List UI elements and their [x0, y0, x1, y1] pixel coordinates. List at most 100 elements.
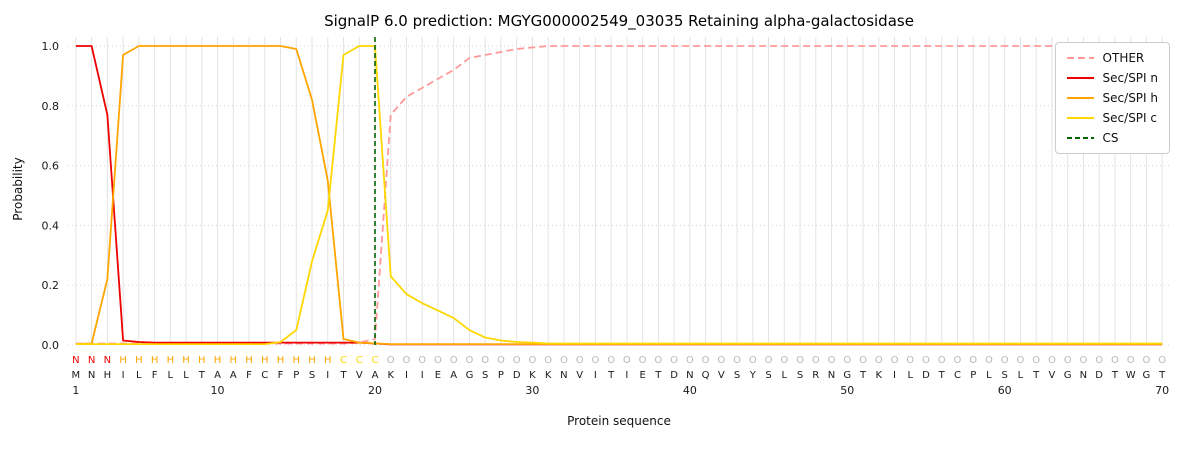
y-tick-label: 1.0 — [42, 40, 60, 53]
region-letter: O — [922, 355, 930, 366]
region-letter: O — [418, 355, 426, 366]
sequence-letter: G — [843, 370, 851, 381]
region-letter: N — [104, 355, 111, 366]
region-letter: H — [198, 355, 206, 366]
region-letter: O — [875, 355, 883, 366]
region-letter: O — [1048, 355, 1056, 366]
series-line-other — [75, 45, 1163, 345]
region-letter: O — [1079, 355, 1087, 366]
legend-line-sample — [1066, 117, 1094, 119]
region-letter: O — [576, 355, 584, 366]
legend-label: CS — [1102, 131, 1119, 145]
region-letter: O — [434, 355, 442, 366]
region-letter: C — [340, 355, 347, 366]
legend-label: Sec/SPI c — [1102, 111, 1157, 125]
legend-item: Sec/SPI c — [1066, 111, 1158, 125]
region-letter: O — [466, 355, 474, 366]
region-letter: O — [528, 355, 536, 366]
region-letter: O — [481, 355, 489, 366]
sequence-letter: S — [765, 370, 771, 381]
y-tick-label: 0.8 — [42, 100, 60, 113]
region-letter: H — [308, 355, 316, 366]
sequence-letter: N — [686, 370, 693, 381]
region-letter: O — [969, 355, 977, 366]
region-letter: O — [544, 355, 552, 366]
region-letter: N — [88, 355, 95, 366]
sequence-letter: N — [1080, 370, 1087, 381]
sequence-letter: P — [970, 370, 976, 381]
region-letter: O — [1127, 355, 1135, 366]
sequence-letter: V — [718, 370, 725, 381]
region-letter: O — [938, 355, 946, 366]
x-tick-label: 20 — [368, 384, 382, 397]
region-letter: H — [119, 355, 127, 366]
region-letter: O — [497, 355, 505, 366]
sequence-letter: P — [293, 370, 299, 381]
region-letter: O — [450, 355, 458, 366]
region-letter: O — [749, 355, 757, 366]
sequence-letter: I — [594, 370, 597, 381]
x-tick-label: 10 — [211, 384, 225, 397]
sequence-letter: T — [1032, 370, 1040, 381]
region-letter: H — [214, 355, 222, 366]
x-tick-label: 50 — [840, 384, 854, 397]
region-letter: H — [245, 355, 253, 366]
sequence-letter: P — [498, 370, 504, 381]
sequence-letter: E — [639, 370, 645, 381]
sequence-letter: A — [214, 370, 221, 381]
sequence-letter: K — [387, 370, 394, 381]
sequence-letter: W — [1126, 370, 1136, 381]
sequence-letter: I — [405, 370, 408, 381]
y-tick-label: 0.2 — [42, 279, 60, 292]
x-tick-label: 70 — [1155, 384, 1169, 397]
region-letter: O — [1001, 355, 1009, 366]
region-letter: O — [623, 355, 631, 366]
region-letter: H — [277, 355, 285, 366]
sequence-letter: T — [1111, 370, 1119, 381]
series-line-sec-spi-c — [75, 45, 1163, 346]
region-letter: O — [670, 355, 678, 366]
sequence-letter: G — [466, 370, 474, 381]
sequence-letter: L — [136, 370, 142, 381]
sequence-letter: I — [893, 370, 896, 381]
sequence-letter: T — [607, 370, 615, 381]
sequence-letter: T — [1158, 370, 1166, 381]
region-letter: O — [765, 355, 773, 366]
legend-item: CS — [1066, 131, 1158, 145]
sequence-letter: S — [734, 370, 740, 381]
sequence-letter: A — [372, 370, 379, 381]
region-letter: O — [607, 355, 615, 366]
sequence-letter: S — [482, 370, 488, 381]
region-letter: O — [1095, 355, 1103, 366]
sequence-letter: C — [954, 370, 961, 381]
sequence-letter: L — [168, 370, 174, 381]
region-letter: O — [1017, 355, 1025, 366]
sequence-letter: D — [513, 370, 521, 381]
legend-item: OTHER — [1066, 51, 1158, 65]
legend-line-sample — [1066, 57, 1094, 59]
sequence-letter: N — [560, 370, 567, 381]
y-tick-label: 0.0 — [42, 339, 60, 352]
sequence-letter: N — [88, 370, 95, 381]
sequence-letter: L — [907, 370, 913, 381]
legend-line-sample — [1066, 77, 1094, 79]
region-letter: O — [985, 355, 993, 366]
region-letter: H — [182, 355, 190, 366]
sequence-letter: S — [1002, 370, 1008, 381]
sequence-letter: I — [122, 370, 125, 381]
sequence-letter: D — [1095, 370, 1103, 381]
vertical-gridlines — [75, 37, 1163, 345]
x-tick-labels: 1 10 20 30 40 50 60 70 — [72, 384, 1169, 397]
region-letter: O — [591, 355, 599, 366]
sequence-letter: F — [246, 370, 252, 381]
sequence-letter: F — [152, 370, 158, 381]
sequence-letter: S — [309, 370, 315, 381]
sequence-letter: N — [828, 370, 835, 381]
region-letter: O — [859, 355, 867, 366]
legend-label: Sec/SPI n — [1102, 71, 1158, 85]
region-letter: O — [1142, 355, 1150, 366]
sequence-letter: T — [339, 370, 347, 381]
